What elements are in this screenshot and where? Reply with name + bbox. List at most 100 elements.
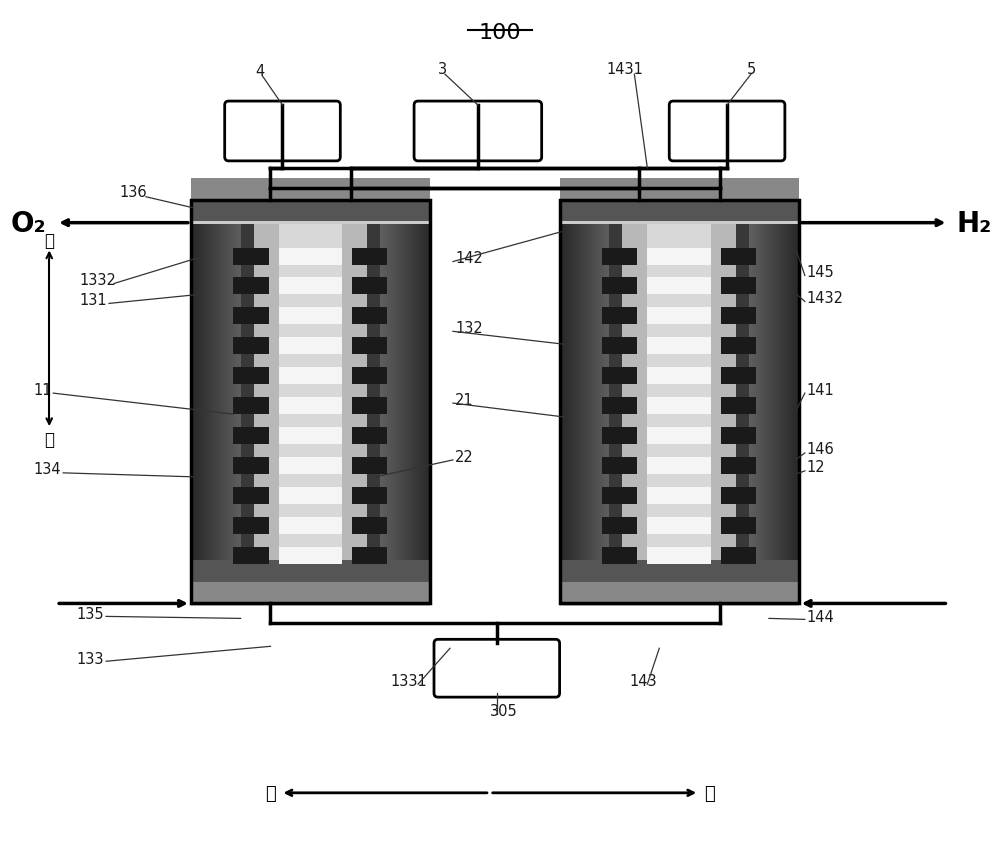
- Text: 11: 11: [33, 382, 52, 397]
- Text: 5: 5: [747, 62, 756, 77]
- Bar: [352, 308, 387, 325]
- Text: 133: 133: [76, 651, 104, 666]
- Text: 右: 右: [704, 784, 715, 802]
- Bar: [602, 278, 637, 295]
- Bar: [279, 222, 342, 582]
- Text: 136: 136: [119, 185, 147, 200]
- Bar: [233, 428, 269, 444]
- Bar: [602, 428, 637, 444]
- Bar: [279, 278, 342, 295]
- Bar: [602, 308, 637, 325]
- Text: 131: 131: [79, 293, 107, 307]
- Bar: [721, 428, 756, 444]
- Bar: [647, 248, 711, 265]
- Bar: [560, 201, 799, 604]
- Bar: [602, 547, 637, 564]
- Bar: [560, 201, 799, 222]
- Bar: [191, 221, 430, 225]
- Text: O₂: O₂: [11, 209, 46, 238]
- Bar: [602, 517, 637, 534]
- Text: 144: 144: [807, 610, 835, 624]
- Bar: [560, 221, 799, 225]
- Bar: [647, 338, 711, 355]
- Bar: [721, 457, 756, 474]
- Bar: [279, 487, 342, 505]
- Text: 134: 134: [33, 461, 61, 477]
- Text: 141: 141: [807, 382, 835, 397]
- Text: 1332: 1332: [79, 273, 116, 288]
- Bar: [352, 248, 387, 265]
- Bar: [647, 308, 711, 325]
- Bar: [647, 368, 711, 385]
- Text: 1432: 1432: [807, 291, 844, 306]
- Bar: [233, 547, 269, 564]
- Bar: [647, 428, 711, 444]
- Text: 22: 22: [455, 450, 474, 465]
- Bar: [233, 338, 269, 355]
- Bar: [647, 487, 711, 505]
- Bar: [647, 398, 711, 414]
- Bar: [560, 178, 799, 201]
- Bar: [602, 338, 637, 355]
- Bar: [647, 517, 711, 534]
- Bar: [233, 487, 269, 505]
- Bar: [560, 582, 799, 604]
- Bar: [191, 560, 430, 582]
- Bar: [721, 248, 756, 265]
- Bar: [191, 201, 430, 222]
- Text: 135: 135: [76, 606, 104, 621]
- Text: 左: 左: [265, 784, 276, 802]
- Text: 145: 145: [807, 264, 835, 280]
- Bar: [622, 222, 736, 582]
- Text: 305: 305: [490, 703, 518, 718]
- Text: 132: 132: [455, 320, 483, 336]
- FancyBboxPatch shape: [669, 102, 785, 162]
- Text: 1331: 1331: [390, 673, 427, 688]
- FancyBboxPatch shape: [414, 102, 542, 162]
- Bar: [279, 368, 342, 385]
- Bar: [721, 517, 756, 534]
- Text: 100: 100: [478, 23, 521, 43]
- Text: 143: 143: [629, 673, 657, 688]
- Bar: [721, 398, 756, 414]
- Bar: [352, 428, 387, 444]
- Bar: [279, 547, 342, 564]
- Bar: [352, 278, 387, 295]
- Bar: [352, 398, 387, 414]
- Text: 146: 146: [807, 442, 835, 457]
- Bar: [647, 457, 711, 474]
- Text: 3: 3: [438, 62, 447, 77]
- Text: 上: 上: [44, 232, 54, 250]
- Bar: [279, 517, 342, 534]
- Bar: [721, 368, 756, 385]
- FancyBboxPatch shape: [434, 640, 560, 697]
- Bar: [602, 487, 637, 505]
- Bar: [602, 368, 637, 385]
- Bar: [254, 222, 367, 582]
- Bar: [560, 604, 799, 607]
- FancyBboxPatch shape: [225, 102, 340, 162]
- Bar: [279, 457, 342, 474]
- Bar: [647, 547, 711, 564]
- Text: 4: 4: [256, 64, 265, 78]
- Bar: [647, 222, 711, 582]
- Bar: [233, 308, 269, 325]
- Bar: [352, 487, 387, 505]
- Bar: [279, 248, 342, 265]
- Bar: [602, 398, 637, 414]
- Bar: [352, 338, 387, 355]
- Text: 21: 21: [455, 392, 474, 407]
- Bar: [602, 457, 637, 474]
- Bar: [721, 308, 756, 325]
- Bar: [233, 278, 269, 295]
- Bar: [352, 368, 387, 385]
- Text: H₂: H₂: [956, 209, 992, 238]
- Bar: [233, 517, 269, 534]
- Bar: [279, 308, 342, 325]
- Bar: [721, 487, 756, 505]
- Bar: [191, 201, 430, 604]
- Bar: [233, 398, 269, 414]
- Bar: [279, 428, 342, 444]
- Bar: [721, 338, 756, 355]
- Bar: [721, 547, 756, 564]
